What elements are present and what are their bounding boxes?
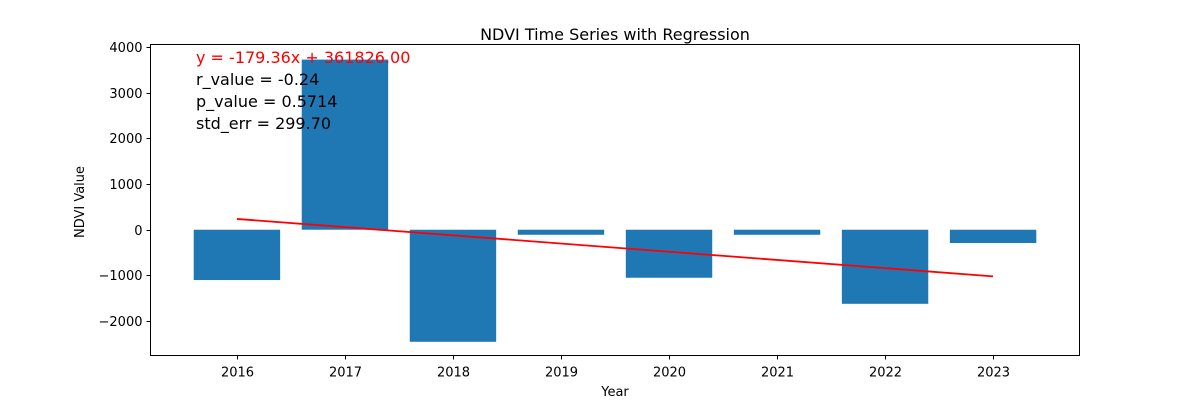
x-tick-label: 2022 xyxy=(869,366,902,381)
bars-group xyxy=(193,59,1037,342)
bar-2019 xyxy=(517,229,605,235)
plot-area-frame xyxy=(150,44,1080,356)
x-tick-label: 2021 xyxy=(761,366,794,381)
bar-2017 xyxy=(301,59,389,230)
y-axis-ticks: 4000 3000 2000 1000 0 −1000 −2000 xyxy=(99,41,151,330)
x-tick-label: 2023 xyxy=(977,366,1010,381)
bar-2018 xyxy=(409,229,497,342)
bar-2021 xyxy=(733,229,821,235)
annotation-std-err: std_err = 299.70 xyxy=(196,114,331,134)
x-tick-label: 2018 xyxy=(437,366,470,381)
x-tick-label: 2017 xyxy=(329,366,362,381)
y-axis-label: NDVI Value xyxy=(73,166,88,238)
y-tick-label: 1000 xyxy=(109,178,142,193)
bar-2016 xyxy=(193,229,281,281)
annotation-group: y = -179.36x + 361826.00 r_value = -0.24… xyxy=(196,48,410,134)
annotation-r-value: r_value = -0.24 xyxy=(196,70,319,90)
x-tick-label: 2016 xyxy=(221,366,254,381)
y-tick-label: −1000 xyxy=(99,269,143,284)
bar-2023 xyxy=(949,229,1037,243)
y-tick-label: −2000 xyxy=(99,315,143,330)
y-tick-label: 3000 xyxy=(109,87,142,102)
x-tick-label: 2019 xyxy=(545,366,578,381)
x-axis-label: Year xyxy=(600,385,629,400)
y-tick-label: 0 xyxy=(134,224,142,239)
y-tick-label: 2000 xyxy=(109,132,142,147)
chart-title: NDVI Time Series with Regression xyxy=(480,25,750,44)
bar-2022 xyxy=(841,229,929,304)
y-tick-label: 4000 xyxy=(109,41,142,56)
x-axis-ticks: 2016 2017 2018 2019 2020 2021 2022 2023 xyxy=(221,355,1010,381)
regression-line xyxy=(236,218,994,278)
x-tick-label: 2020 xyxy=(653,366,686,381)
annotation-equation: y = -179.36x + 361826.00 xyxy=(196,48,410,67)
regression-group xyxy=(236,218,994,278)
annotation-p-value: p_value = 0.5714 xyxy=(196,92,337,112)
